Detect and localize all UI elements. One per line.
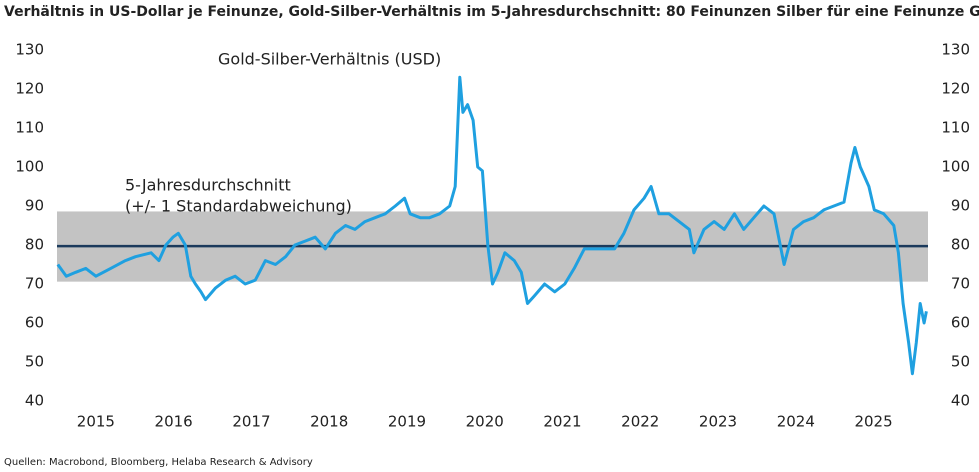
y-tick-label: 50 — [25, 353, 44, 371]
y2-tick-label: 120 — [941, 80, 970, 98]
y2-tick-label: 50 — [951, 353, 970, 371]
y-tick-label: 110 — [15, 119, 44, 137]
y2-tick-label: 130 — [941, 41, 970, 59]
x-tick-label: 2019 — [388, 413, 426, 431]
x-tick-label: 2024 — [777, 413, 815, 431]
x-tick-label: 2015 — [77, 413, 115, 431]
y2-tick-label: 110 — [941, 119, 970, 137]
y2-tick-label: 100 — [941, 158, 970, 176]
y-tick-label: 80 — [25, 236, 44, 254]
series-label: Gold-Silber-Verhältnis (USD) — [218, 50, 441, 69]
y2-tick-label: 60 — [951, 314, 970, 332]
x-tick-label: 2021 — [543, 413, 581, 431]
x-tick-label: 2023 — [699, 413, 737, 431]
x-tick-label: 2022 — [621, 413, 659, 431]
y2-tick-label: 90 — [951, 197, 970, 215]
series-line — [56, 75, 928, 376]
average-label: 5-Jahresdurchschnitt — [125, 176, 291, 195]
y-tick-label: 60 — [25, 314, 44, 332]
chart-title: Verhältnis in US-Dollar je Feinunze, Gol… — [4, 4, 979, 20]
y-tick-label: 70 — [25, 275, 44, 293]
y-tick-label: 40 — [25, 392, 44, 410]
y2-tick-label: 80 — [951, 236, 970, 254]
x-tick-label: 2018 — [310, 413, 348, 431]
y-tick-label: 100 — [15, 158, 44, 176]
x-tick-label: 2017 — [232, 413, 270, 431]
y-tick-label: 130 — [15, 41, 44, 59]
average-label: (+/- 1 Standardabweichung) — [125, 197, 352, 216]
y2-tick-label: 40 — [951, 392, 970, 410]
y-tick-label: 120 — [15, 80, 44, 98]
y2-tick-label: 70 — [951, 275, 970, 293]
y-tick-label: 90 — [25, 197, 44, 215]
x-tick-label: 2020 — [466, 413, 504, 431]
x-tick-label: 2016 — [155, 413, 193, 431]
x-tick-label: 2025 — [854, 413, 892, 431]
source: Quellen: Macrobond, Bloomberg, Helaba Re… — [4, 457, 313, 468]
